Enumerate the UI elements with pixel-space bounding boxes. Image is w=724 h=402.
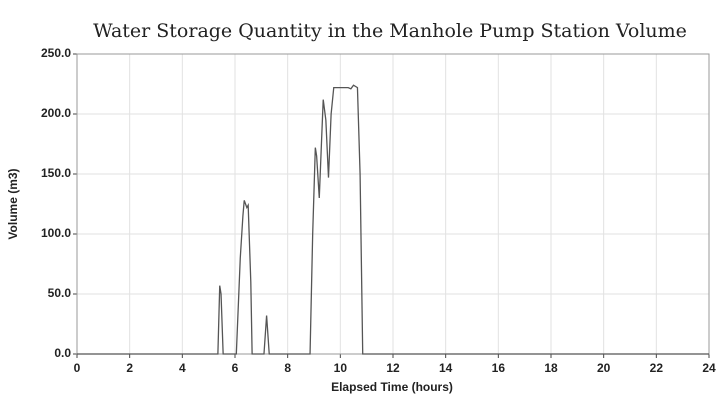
y-tick-label: 100.0 <box>41 226 71 240</box>
y-tick-label: 50.0 <box>48 286 72 300</box>
x-tick-label: 20 <box>597 361 611 375</box>
x-tick-label: 16 <box>492 361 506 375</box>
y-tick-label: 0.0 <box>54 346 71 360</box>
x-tick-label: 4 <box>179 361 186 375</box>
x-tick-label: 2 <box>126 361 133 375</box>
y-tick-label: 150.0 <box>41 166 71 180</box>
chart-title: Water Storage Quantity in the Manhole Pu… <box>93 20 687 42</box>
x-tick-label: 10 <box>334 361 348 375</box>
x-tick-label: 22 <box>650 361 664 375</box>
y-axis-label: Volume (m3) <box>6 168 20 239</box>
y-tick-label: 250.0 <box>41 46 71 60</box>
x-tick-label: 8 <box>284 361 291 375</box>
x-tick-label: 0 <box>74 361 81 375</box>
x-tick-label: 6 <box>232 361 239 375</box>
x-tick-label: 14 <box>439 361 453 375</box>
x-axis-label: Elapsed Time (hours) <box>331 380 453 394</box>
x-tick-label: 12 <box>386 361 400 375</box>
y-tick-label: 200.0 <box>41 106 71 120</box>
x-tick-label: 18 <box>544 361 558 375</box>
x-tick-label: 24 <box>702 361 716 375</box>
data-line <box>77 84 709 355</box>
